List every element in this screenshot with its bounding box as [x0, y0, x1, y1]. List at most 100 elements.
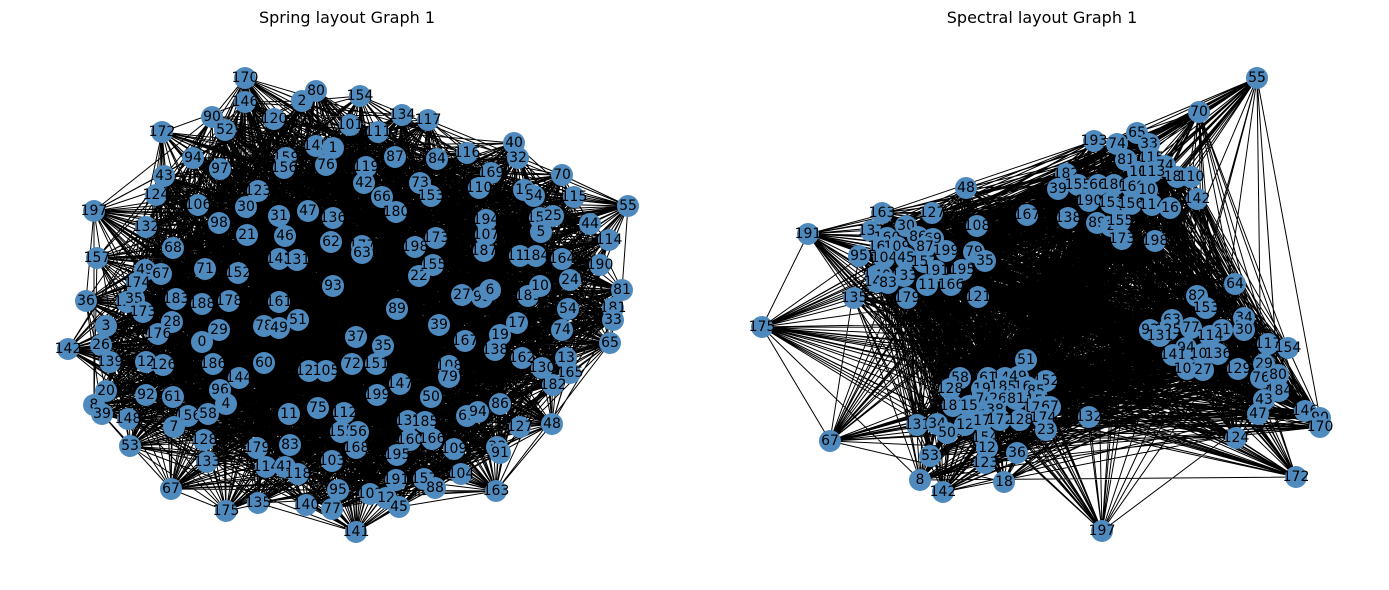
node-circle — [191, 331, 213, 353]
node-circle — [341, 353, 363, 375]
node-circle — [1005, 388, 1027, 410]
node-circle — [397, 410, 419, 432]
node-label: 124 — [143, 187, 170, 203]
node-label: 75 — [309, 400, 327, 416]
graph-node: 33 — [602, 309, 624, 331]
node-circle — [1035, 419, 1057, 441]
node-circle — [287, 463, 309, 485]
node-circle — [347, 421, 369, 443]
node-label: 91 — [491, 445, 509, 461]
graph-node: 110 — [1178, 166, 1204, 188]
node-label: 182 — [540, 377, 567, 393]
graph-node: 77 — [321, 498, 343, 520]
graph-node: 26 — [90, 334, 112, 356]
node-label: 183 — [163, 291, 190, 307]
graph-node: 11 — [916, 274, 938, 296]
node-circle — [365, 353, 387, 375]
node-circle — [506, 312, 528, 334]
graph-node: 155 — [420, 254, 446, 276]
graph-node: 155 — [1065, 174, 1091, 196]
node-label: 151 — [363, 356, 390, 372]
node-label: 13 — [557, 350, 575, 366]
node-circle — [877, 272, 899, 294]
node-circle — [454, 330, 476, 352]
node-label: 156 — [271, 160, 298, 176]
node-label: 114 — [1139, 197, 1166, 213]
node-label: 191 — [383, 472, 410, 488]
node-label: 10 — [1138, 182, 1156, 198]
graph-node: 166 — [938, 274, 964, 296]
graph-node: 80 — [1267, 364, 1289, 386]
node-circle — [202, 353, 224, 375]
node-label: 18 — [995, 474, 1013, 490]
graph-node: 140 — [293, 494, 319, 516]
node-label: 138 — [1055, 210, 1082, 226]
node-circle — [589, 254, 611, 276]
node-circle — [246, 437, 268, 459]
graph-node: 118 — [285, 463, 311, 485]
node-circle — [1141, 194, 1163, 216]
node-circle — [935, 240, 957, 262]
graph-node: 18 — [993, 471, 1015, 493]
node-label: 23 — [1037, 422, 1055, 438]
node-circle — [541, 413, 563, 435]
graph-node: 112 — [331, 402, 358, 424]
graph-node: 54 — [557, 298, 579, 320]
node-label: 161 — [266, 294, 293, 310]
node-label: 83 — [879, 275, 897, 291]
graph-node: 116 — [454, 142, 480, 164]
node-label: 66 — [1089, 177, 1107, 193]
node-label: 71 — [196, 261, 214, 277]
node-label: 193 — [1081, 133, 1108, 149]
node-circle — [909, 469, 931, 491]
node-label: 191 — [795, 226, 822, 242]
graph-node: 169 — [478, 162, 504, 184]
graph-node: 153 — [1193, 297, 1219, 319]
node-label: 21 — [238, 227, 256, 243]
node-label: 81 — [613, 282, 631, 298]
node-circle — [480, 162, 502, 184]
graph-node: 92 — [135, 384, 157, 406]
node-label: 132 — [1076, 409, 1103, 425]
graph-node: 142 — [55, 338, 81, 360]
graph-node: 179 — [244, 437, 270, 459]
node-label: 112 — [331, 405, 358, 421]
node-label: 39 — [430, 317, 448, 333]
graph-node: 165 — [557, 362, 583, 384]
node-circle — [542, 205, 564, 227]
node-circle — [351, 242, 373, 264]
graph-node: 47 — [297, 200, 319, 222]
node-label: 142 — [930, 484, 957, 500]
spring-layout-title: Spring layout Graph 1 — [258, 8, 436, 27]
node-label: 109 — [441, 441, 468, 457]
graph-node: 103 — [319, 450, 345, 472]
node-label: 88 — [426, 480, 444, 496]
graph-node: 21 — [236, 224, 258, 246]
node-label: 176 — [145, 326, 172, 342]
node-circle — [135, 351, 157, 373]
node-circle — [1144, 230, 1166, 252]
node-circle — [268, 205, 290, 227]
node-circle — [355, 156, 377, 178]
node-circle — [297, 200, 319, 222]
node-label: 7 — [170, 419, 179, 435]
node-circle — [235, 196, 257, 218]
node-circle — [450, 463, 472, 485]
node-label: 54 — [559, 301, 577, 317]
graph-node: 31 — [268, 205, 290, 227]
node-circle — [551, 319, 573, 341]
node-label: 121 — [296, 363, 323, 379]
node-circle — [135, 216, 157, 238]
node-circle — [958, 395, 980, 417]
graph-node: 37 — [345, 326, 367, 348]
node-circle — [315, 154, 337, 176]
node-label: 131 — [1147, 328, 1174, 344]
graph-node: 197 — [1089, 520, 1115, 542]
node-label: 47 — [1249, 406, 1267, 422]
node-circle — [1016, 204, 1038, 226]
node-label: 114 — [596, 232, 623, 248]
graph-node: 173 — [1109, 228, 1135, 250]
node-circle — [967, 286, 989, 308]
